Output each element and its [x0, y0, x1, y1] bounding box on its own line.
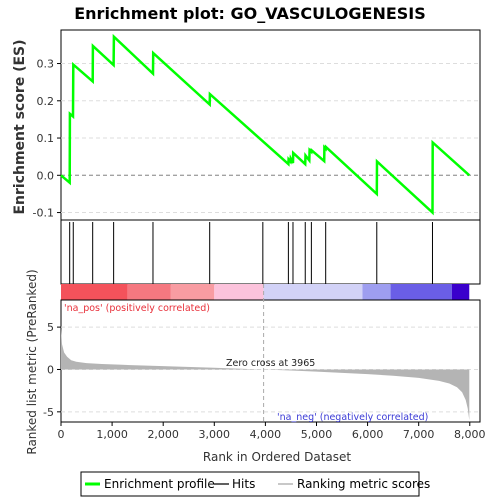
metric-y-tick-label: 0	[47, 363, 54, 376]
metric-y-axis: 5 0 -5	[43, 321, 61, 419]
es-y-tick-label: 0.1	[37, 132, 55, 145]
x-tick-label: 8,000	[454, 428, 486, 441]
es-y-axis-label: Enrichment score (ES)	[12, 39, 28, 214]
negative-correlation-label: 'na_neg' (negatively correlated)	[277, 412, 428, 423]
legend-hits-label: Hits	[232, 477, 255, 491]
legend: Enrichment profile Hits Ranking metric sco…	[85, 477, 430, 491]
legend-metric-label: Ranking metric scores	[297, 477, 430, 491]
legend-box	[80, 471, 420, 497]
heatmap-segment	[214, 284, 264, 300]
metric-y-tick-label: 5	[47, 321, 54, 334]
heatmap-segment	[170, 284, 215, 300]
zero-cross-annotation: Zero cross at 3965	[226, 358, 315, 369]
heatmap-segment	[362, 284, 391, 300]
metric-panel-frame	[60, 299, 481, 423]
x-tick-label: 4,000	[250, 428, 282, 441]
x-tick-label: 2,000	[147, 428, 179, 441]
es-y-tick-label: 0.2	[37, 95, 55, 108]
es-y-axis: 0.3 0.2 0.1 0.0 -0.1	[33, 58, 61, 220]
metric-y-axis-label: Ranked list metric (PreRanked)	[25, 269, 39, 454]
x-tick-label: 3,000	[199, 428, 231, 441]
x-tick-label: 0	[58, 428, 65, 441]
legend-enrichment-label: Enrichment profile	[104, 477, 215, 491]
es-y-tick-label: 0.3	[37, 58, 55, 71]
x-tick-label: 5,000	[301, 428, 333, 441]
ranking-metric-area	[61, 327, 470, 421]
hits-markers	[69, 222, 433, 284]
heatmap-segment	[263, 284, 363, 300]
x-axis: 0 1,000 2,000 3,000 4,000 5,000 6,000 7,000 8,00…	[58, 422, 486, 441]
es-y-tick-label: 0.0	[37, 169, 55, 182]
positive-correlation-label: 'na_pos' (positively correlated)	[64, 303, 210, 314]
x-tick-label: 7,000	[403, 428, 435, 441]
x-axis-label: Rank in Ordered Dataset	[203, 450, 351, 464]
heatmap-segment	[127, 284, 171, 300]
heatmap-segment	[61, 284, 128, 300]
x-tick-label: 6,000	[352, 428, 384, 441]
x-tick-label: 1,000	[96, 428, 128, 441]
enrichment-profile-line	[60, 33, 471, 216]
heatmap-segment	[451, 284, 470, 300]
es-y-tick-label: -0.1	[33, 207, 54, 220]
ranking-heatmap-bar	[61, 284, 470, 300]
metric-y-tick-label: -5	[43, 406, 54, 419]
es-panel-frame	[60, 29, 481, 221]
chart-title: Enrichment plot: GO_VASCULOGENESIS	[74, 4, 426, 23]
hits-panel-frame	[60, 219, 481, 285]
heatmap-segment	[390, 284, 452, 300]
